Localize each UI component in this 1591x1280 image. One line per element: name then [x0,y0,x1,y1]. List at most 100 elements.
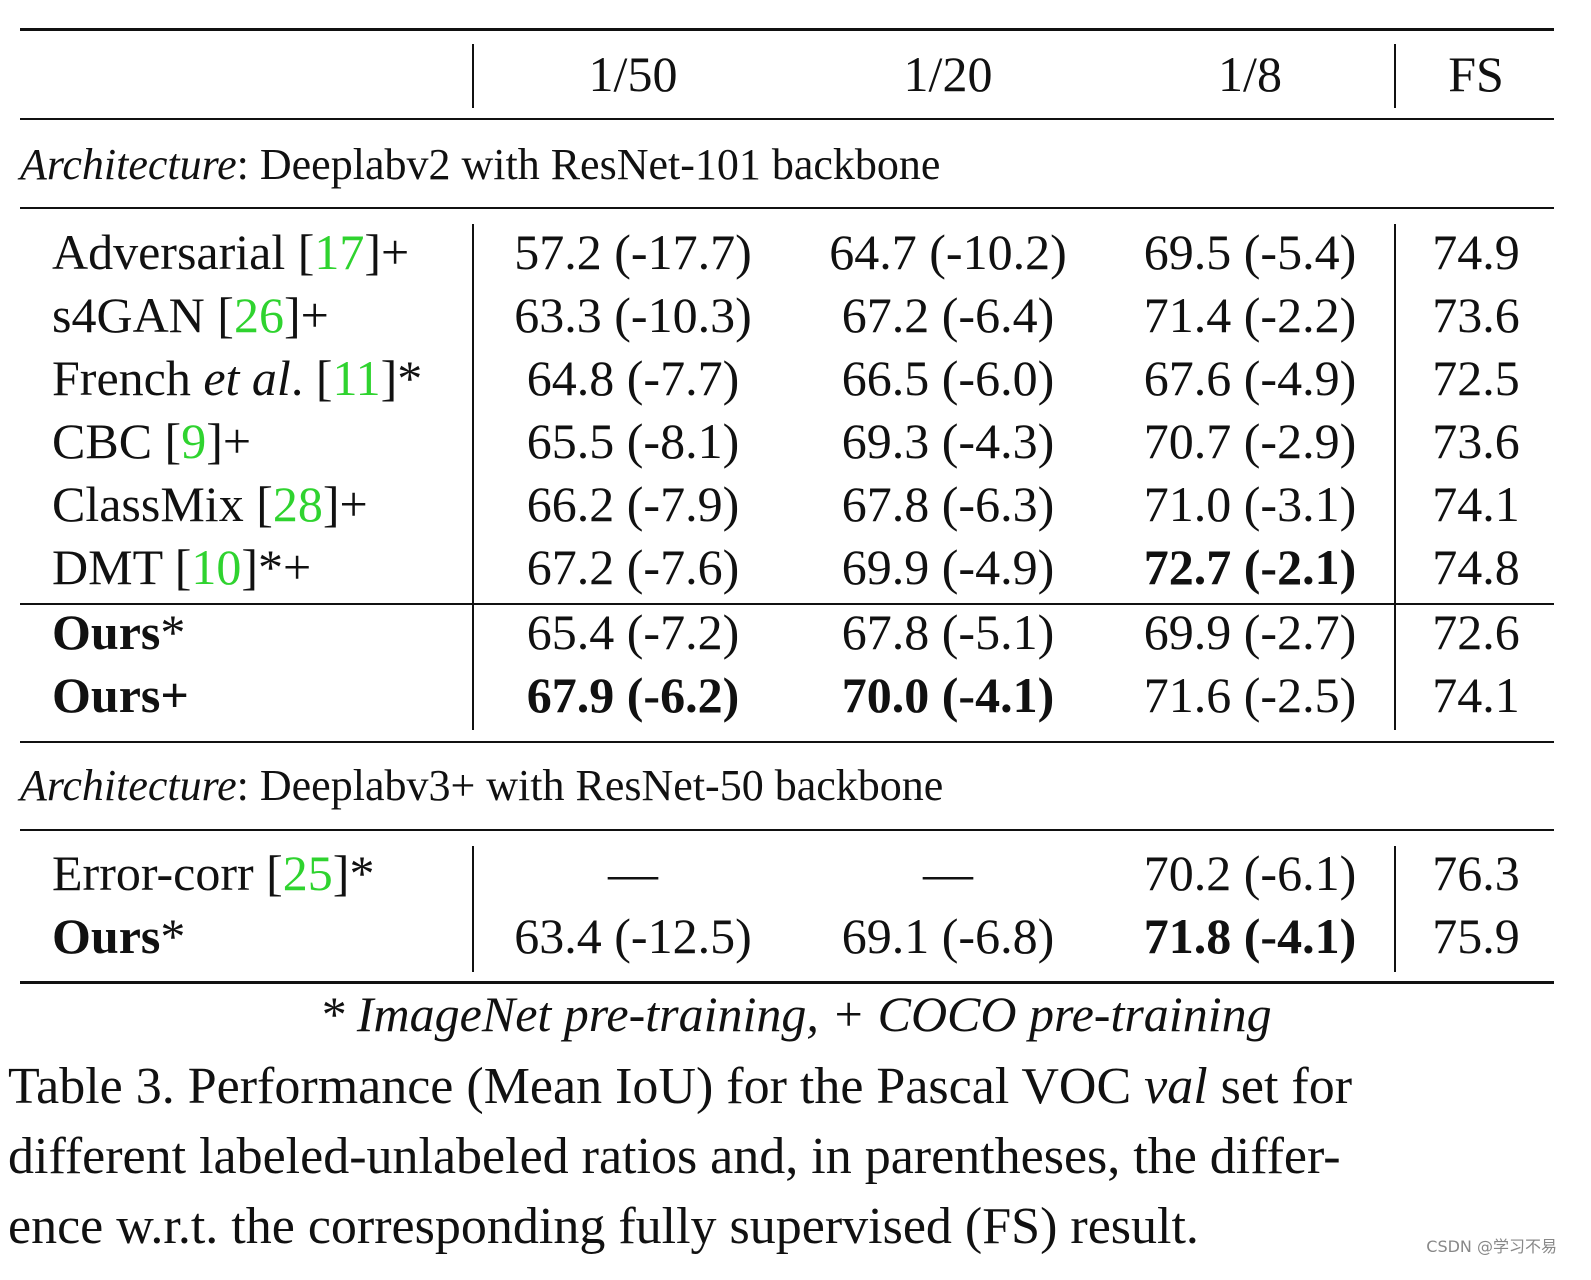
method-label: French [52,350,204,406]
method-label: s4GAN [ [52,287,234,343]
method-suffix: ]+ [364,224,410,280]
value-1-8: 67.6 (-4.9) [1143,350,1357,406]
method-name: Adversarial [17]+ [52,222,472,282]
section1-architecture: Architecture: Deeplabv2 with ResNet-101 … [20,137,940,193]
value-fs: 74.1 [1432,667,1520,723]
value-1-20: 69.3 (-4.3) [841,413,1055,469]
citation-link[interactable]: 26 [233,287,284,343]
architecture-label: Architecture [20,761,237,810]
value-1-20: 67.8 (-5.1) [841,604,1055,660]
method-suffix: ]*+ [241,539,312,595]
section1-rule [20,207,1554,209]
value-1-20: 69.1 (-6.8) [841,908,1055,964]
method-label-post: . [ [290,350,333,406]
value-1-8: 71.4 (-2.2) [1143,287,1357,343]
method-label: ClassMix [ [52,476,273,532]
caption-line-2: different labeled-unlabeled ratios and, … [8,1128,1341,1185]
value-1-50: 66.2 (-7.9) [526,476,740,532]
value-1-20: 69.9 (-4.9) [841,539,1055,595]
value-fs: 76.3 [1432,845,1520,901]
method-name: Ours* [52,602,472,662]
caption-line-3: ence w.r.t. the corresponding fully supe… [8,1198,1199,1255]
caption-text: Table 3. Performance (Mean IoU) for the … [8,1058,1145,1115]
section2-architecture: Architecture: Deeplabv3+ with ResNet-50 … [20,758,943,814]
method-label-bold: Ours [52,604,161,660]
citation-link[interactable]: 11 [332,350,381,406]
vline-s2-right [1394,846,1396,972]
vline-s1-right [1394,224,1396,730]
method-label: CBC [ [52,413,182,469]
value-1-20: 67.2 (-6.4) [841,287,1055,343]
vline-header-right [1394,44,1396,108]
bottom-rule [20,981,1554,984]
method-name: ClassMix [28]+ [52,474,472,534]
citation-link[interactable]: 25 [282,845,333,901]
value-1-50: 65.5 (-8.1) [526,413,740,469]
vline-header-left [472,44,474,108]
table-caption: Table 3. Performance (Mean IoU) for the … [8,1052,1528,1262]
method-suffix: ]+ [206,413,252,469]
citation-link[interactable]: 28 [272,476,323,532]
citation-link[interactable]: 9 [181,413,207,469]
value-1-50: 63.3 (-10.3) [514,287,752,343]
method-suffix: ]* [332,845,375,901]
value-1-20: 66.5 (-6.0) [841,350,1055,406]
value-1-8-best: 71.8 (-4.1) [1143,908,1357,964]
section2-top-rule [20,741,1554,743]
watermark: CSDN @学习不易 [1426,1237,1557,1256]
header-col-1-50: 1/50 [588,46,678,102]
value-1-8: 71.6 (-2.5) [1143,667,1357,723]
method-label: Adversarial [ [52,224,315,280]
architecture-label: Architecture [20,140,237,189]
method-suffix: ]* [380,350,423,406]
top-rule [20,28,1554,31]
value-1-50: 63.4 (-12.5) [514,908,752,964]
caption-text: set for [1207,1058,1353,1115]
method-label: Error-corr [ [52,845,283,901]
method-name: CBC [9]+ [52,411,472,471]
value-1-50: 57.2 (-17.7) [514,224,752,280]
method-name: Error-corr [25]* [52,843,472,903]
method-suffix: * [160,604,186,660]
value-1-20: — [923,845,973,901]
value-1-50: — [608,845,658,901]
value-fs: 73.6 [1432,287,1520,343]
citation-link[interactable]: 10 [191,539,242,595]
ours-rule-1 [20,603,1554,605]
vline-s1-left [472,224,474,730]
value-fs: 75.9 [1432,908,1520,964]
value-1-8: 71.0 (-3.1) [1143,476,1357,532]
header-col-1-8: 1/8 [1218,46,1282,102]
method-name: French et al. [11]* [52,348,472,408]
method-suffix: * [160,908,186,964]
vline-s2-left [472,846,474,972]
value-1-20: 67.8 (-6.3) [841,476,1055,532]
caption-line-1: Table 3. Performance (Mean IoU) for the … [8,1052,1528,1122]
value-1-20: 64.7 (-10.2) [829,224,1067,280]
section2-rule [20,829,1554,831]
header-col-1-20: 1/20 [903,46,993,102]
value-1-8: 69.9 (-2.7) [1143,604,1357,660]
value-1-50: 67.2 (-7.6) [526,539,740,595]
method-name: Ours* [52,906,472,966]
method-label-italic: et al [203,350,291,406]
architecture-text: : Deeplabv3+ with ResNet-50 backbone [236,761,944,810]
value-1-8-best: 72.7 (-2.1) [1143,539,1357,595]
value-1-8: 70.2 (-6.1) [1143,845,1357,901]
value-1-50: 64.8 (-7.7) [526,350,740,406]
value-fs: 74.8 [1432,539,1520,595]
table-footnote: * ImageNet pre-training, + COCO pre-trai… [319,986,1272,1042]
method-name: Ours+ [52,665,472,725]
value-fs: 74.9 [1432,224,1520,280]
value-1-50-best: 67.9 (-6.2) [526,667,740,723]
method-name: s4GAN [26]+ [52,285,472,345]
value-fs: 74.1 [1432,476,1520,532]
value-1-8: 70.7 (-2.9) [1143,413,1357,469]
value-fs: 72.6 [1432,604,1520,660]
method-label-bold: Ours+ [52,667,189,723]
caption-italic: val [1144,1058,1208,1115]
header-rule [20,118,1554,120]
value-1-50: 65.4 (-7.2) [526,604,740,660]
citation-link[interactable]: 17 [314,224,365,280]
